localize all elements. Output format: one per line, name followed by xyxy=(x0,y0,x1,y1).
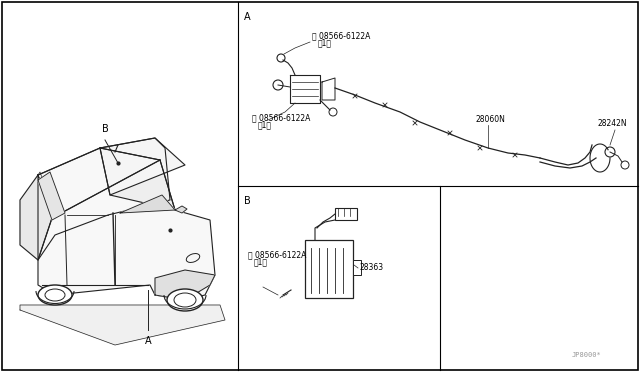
Polygon shape xyxy=(38,148,160,218)
Polygon shape xyxy=(20,305,225,345)
Text: A: A xyxy=(244,12,251,22)
Text: （1）: （1） xyxy=(258,121,272,129)
Text: A: A xyxy=(145,336,151,346)
Polygon shape xyxy=(38,160,215,300)
Bar xyxy=(305,240,353,298)
Bar xyxy=(353,260,361,275)
Polygon shape xyxy=(155,270,215,300)
Text: Ⓢ 08566-6122A: Ⓢ 08566-6122A xyxy=(252,113,310,122)
Text: 28363: 28363 xyxy=(360,263,384,273)
Polygon shape xyxy=(38,172,65,220)
Polygon shape xyxy=(100,138,185,195)
Text: B: B xyxy=(102,124,108,134)
Polygon shape xyxy=(322,78,335,100)
Polygon shape xyxy=(120,195,175,213)
Text: Ⓢ 08566-6122A: Ⓢ 08566-6122A xyxy=(248,250,307,260)
Ellipse shape xyxy=(167,289,203,311)
Text: B: B xyxy=(244,196,251,206)
Text: （1）: （1） xyxy=(318,38,332,48)
Polygon shape xyxy=(38,138,170,260)
Polygon shape xyxy=(20,175,52,260)
Text: 28242N: 28242N xyxy=(598,119,628,128)
Polygon shape xyxy=(100,148,175,210)
Text: 28060N: 28060N xyxy=(475,115,505,125)
Polygon shape xyxy=(290,75,320,103)
Text: Ⓢ 08566-6122A: Ⓢ 08566-6122A xyxy=(312,32,371,41)
Polygon shape xyxy=(175,206,187,213)
Bar xyxy=(335,208,357,220)
Ellipse shape xyxy=(38,285,72,305)
Text: JP8000*: JP8000* xyxy=(572,352,602,358)
Text: （1）: （1） xyxy=(254,257,268,266)
